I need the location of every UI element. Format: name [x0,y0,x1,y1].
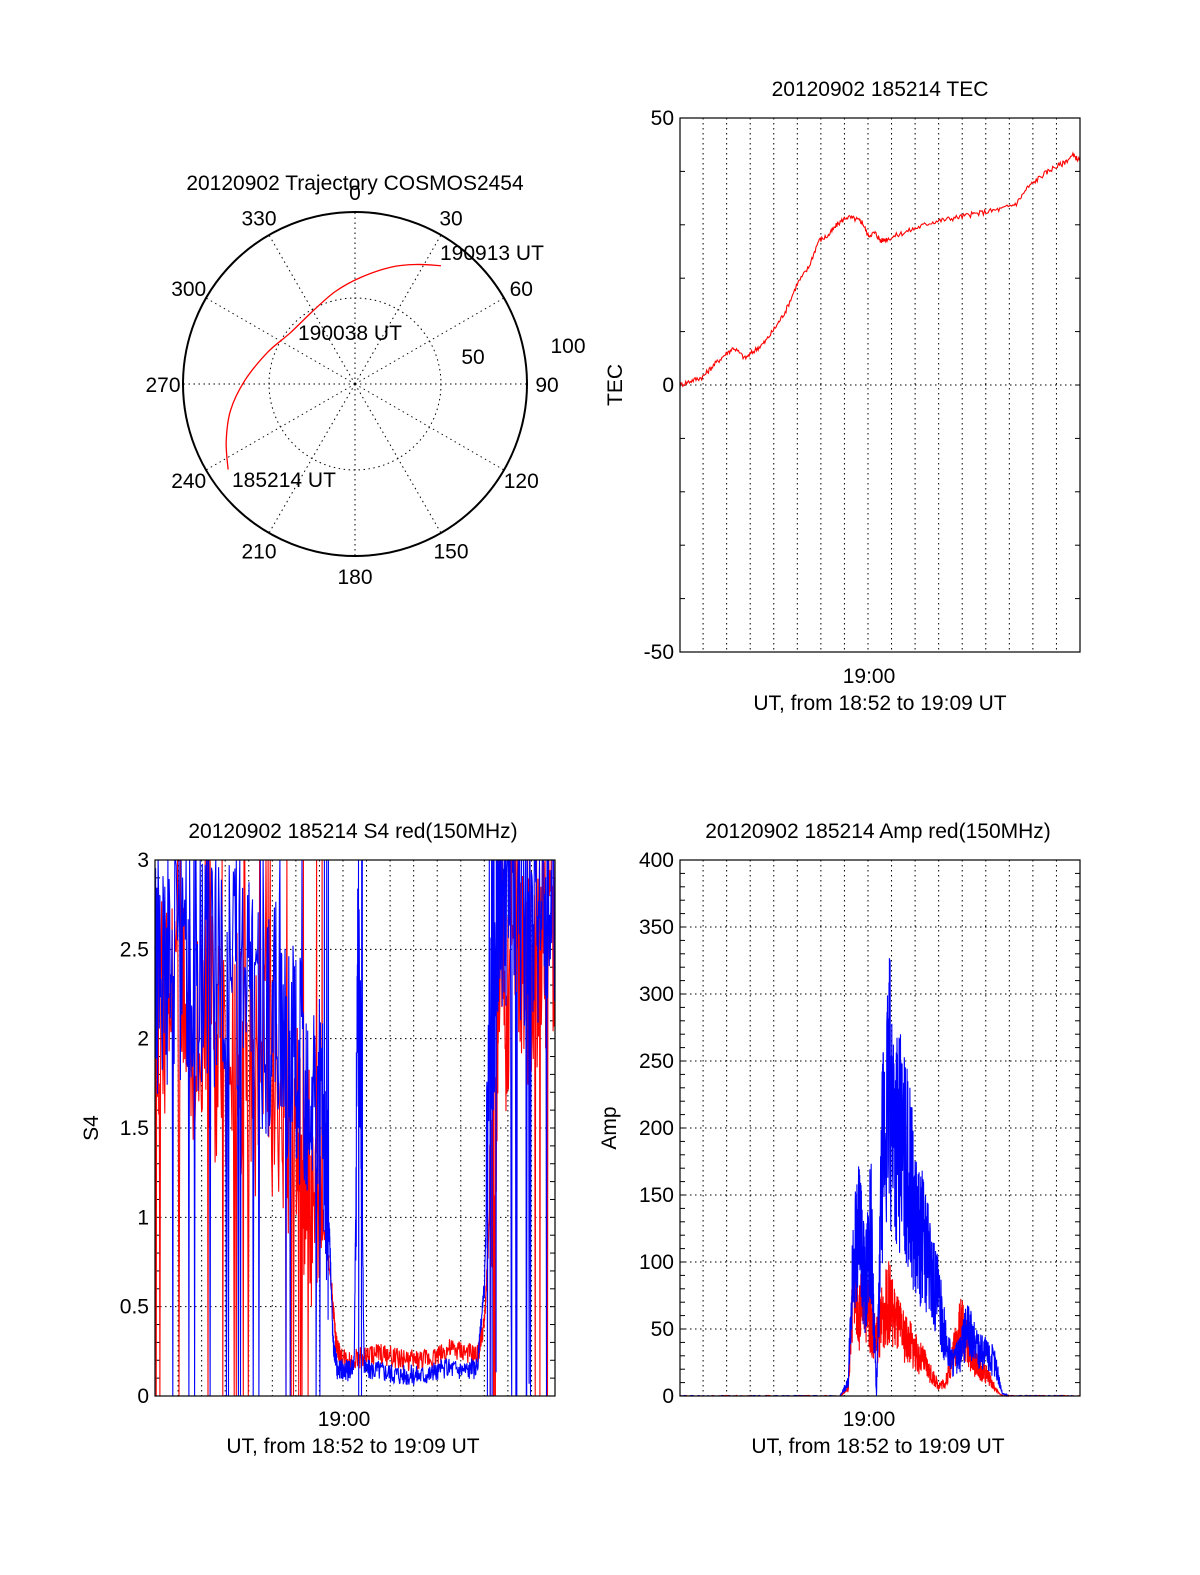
y-tick-label: 0 [662,1385,674,1408]
polar-track [225,263,441,470]
polar-az-label: 210 [241,540,276,563]
y-tick-label: 250 [639,1050,674,1073]
polar-spoke [205,383,356,471]
amp-ylabel: Amp [598,1106,621,1149]
tec-title: 20120902 185214 TEC [772,78,989,101]
tec-grid [680,117,1080,653]
tec-x-tick-1900: 19:00 [843,665,896,688]
y-tick-label: 0 [137,1385,149,1408]
polar-ring-50 [268,297,442,471]
y-tick-label: 350 [639,916,674,939]
polar-az-label: 120 [504,470,539,493]
s4-xlabel: UT, from 18:52 to 19:09 UT [226,1435,479,1458]
y-tick-label: 100 [639,1251,674,1274]
annotation-190913: 190913 UT [440,242,544,265]
s4-panel: 20120902 185214 S4 red(150MHz) 3 2.5 2 1.5 1… [80,820,556,1458]
y-tick-label: 300 [639,983,674,1006]
amp-title: 20120902 185214 Amp red(150MHz) [705,820,1051,843]
annotation-190038: 190038 UT [298,322,402,345]
tec-ylabel: TEC [604,364,627,406]
amp-y-ticks: 400 350 300 250 200 150 100 50 0 [639,849,674,1408]
y-tick-label: 50 [651,1318,674,1341]
amp-frame [679,859,1081,1397]
y-tick-label: 1 [137,1206,149,1229]
y-tick-label: 0.5 [120,1296,149,1319]
tec-panel: 20120902 185214 TEC 50 0 -50 19:00 UT, fro… [604,78,1081,715]
polar-spoke [354,383,442,534]
y-tick-label: 3 [137,849,149,872]
polar-az-label: 270 [145,374,180,397]
s4-title: 20120902 185214 S4 red(150MHz) [188,820,517,843]
polar-radius-label-50: 50 [461,346,484,369]
y-tick-label: 150 [639,1184,674,1207]
polar-spoke [268,234,356,385]
y-tick-label: 200 [639,1117,674,1140]
tec-frame [679,117,1081,653]
polar-az-label: 60 [510,278,533,301]
polar-labels: 0 30 60 90 120 150 180 210 240 270 300 330 50 100 [145,182,585,589]
y-tick-label: 2.5 [120,938,149,961]
annotation-185214: 185214 UT [232,469,336,492]
series-line-blue [679,958,1080,1397]
polar-spoke [354,234,442,385]
tec-xlabel: UT, from 18:52 to 19:09 UT [753,692,1006,715]
polar-title: 20120902 Trajectory COSMOS2454 [186,172,524,195]
amp-series [679,958,1081,1398]
s4-ylabel: S4 [80,1115,103,1141]
polar-az-label: 0 [349,182,361,205]
s4-x-tick-1900: 19:00 [318,1408,371,1431]
polar-az-label: 150 [433,540,468,563]
y-tick-label: 0 [662,374,674,397]
polar-spoke [354,297,505,385]
polar-trajectory-panel: 20120902 Trajectory COSMOS2454 0 30 60 90 12… [145,172,585,589]
polar-az-label: 330 [241,208,276,231]
polar-radius-label-100: 100 [550,335,585,358]
polar-outer-circle [182,211,528,557]
polar-track-line [225,263,441,470]
polar-az-label: 90 [535,374,558,397]
tec-series [679,151,1081,388]
y-tick-label: 2 [137,1028,149,1051]
y-tick-label: -50 [644,641,674,664]
polar-az-label: 240 [171,470,206,493]
polar-spoke [268,383,356,534]
series-line-red [679,151,1081,388]
y-tick-label: 1.5 [120,1117,149,1140]
polar-az-label: 300 [171,278,206,301]
polar-az-label: 180 [337,566,372,589]
y-tick-label: 50 [651,107,674,130]
amp-xlabel: UT, from 18:52 to 19:09 UT [751,1435,1004,1458]
amp-x-tick-1900: 19:00 [843,1408,896,1431]
s4-y-ticks: 3 2.5 2 1.5 1 0.5 0 [120,849,149,1408]
polar-az-label: 30 [439,208,462,231]
y-tick-label: 400 [639,849,674,872]
s4-frame [154,859,556,1397]
tec-y-ticks: 50 0 -50 [644,107,674,664]
amp-panel: 20120902 185214 Amp red(150MHz) 400 350 30… [598,820,1081,1458]
